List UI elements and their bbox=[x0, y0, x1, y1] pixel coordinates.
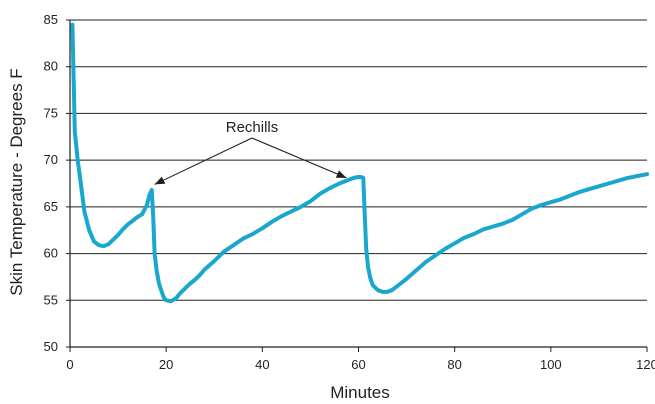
x-tick-label: 100 bbox=[540, 357, 562, 372]
annotations: Rechills bbox=[154, 119, 347, 185]
x-tick-label: 60 bbox=[351, 357, 365, 372]
y-tick-label: 75 bbox=[44, 105, 58, 120]
annotation-arrow bbox=[251, 137, 347, 179]
x-axis-title: Minutes bbox=[330, 383, 390, 402]
y-tick-label: 70 bbox=[44, 152, 58, 167]
series-line bbox=[70, 22, 649, 304]
x-tick-label: 120 bbox=[636, 357, 655, 372]
y-tick-label: 55 bbox=[44, 292, 58, 307]
x-tick-label: 80 bbox=[447, 357, 461, 372]
y-tick-label: 85 bbox=[44, 12, 58, 27]
y-tick-label: 60 bbox=[44, 246, 58, 261]
y-axis-title: Skin Temperature - Degrees F bbox=[7, 68, 26, 295]
annotation-label: Rechills bbox=[226, 119, 279, 136]
series-group bbox=[70, 22, 649, 304]
gridlines bbox=[70, 19, 647, 301]
y-tick-label: 65 bbox=[44, 199, 58, 214]
x-tick-label: 40 bbox=[255, 357, 269, 372]
y-tick-label: 50 bbox=[44, 339, 58, 354]
x-tick-label: 20 bbox=[159, 357, 173, 372]
y-tick-label: 80 bbox=[44, 59, 58, 74]
axes: 50 55 60 65 70 75 80 85 0 20 40 60 80 100 120 bbox=[44, 12, 655, 372]
x-tick-label: 0 bbox=[66, 357, 73, 372]
annotation-arrow bbox=[154, 137, 253, 185]
